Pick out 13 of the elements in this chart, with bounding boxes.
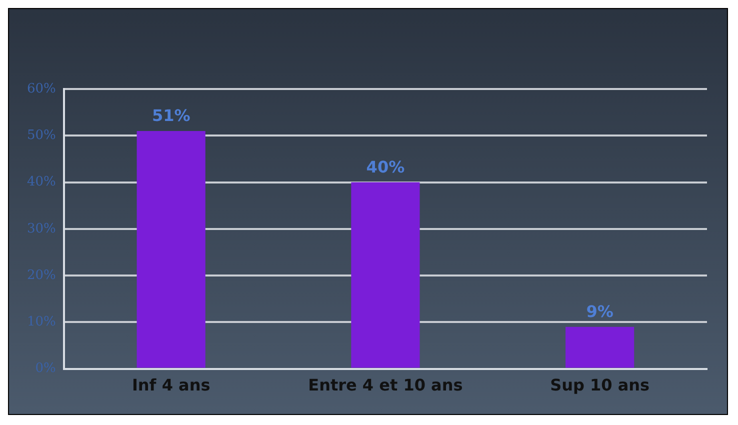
y-tick-label: 20% — [26, 268, 56, 283]
y-tick-label: 0% — [35, 361, 56, 376]
y-tick-label: 10% — [26, 314, 56, 330]
y-tick-label: 30% — [26, 221, 56, 236]
data-label: 40% — [366, 157, 405, 176]
x-tick-label: Entre 4 et 10 ans — [308, 376, 463, 395]
y-tick-label: 60% — [26, 81, 56, 96]
x-tick-label: Sup 10 ans — [550, 376, 650, 395]
y-tick-label: 40% — [26, 174, 56, 190]
data-label: 51% — [152, 106, 190, 126]
x-tick-label: Inf 4 ans — [132, 376, 210, 395]
y-tick-label: 50% — [26, 128, 56, 144]
data-label: 9% — [586, 302, 614, 321]
